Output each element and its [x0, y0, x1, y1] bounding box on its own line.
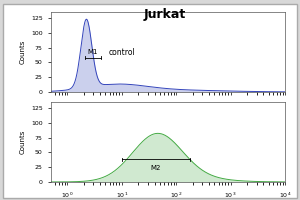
Text: M2: M2: [151, 165, 161, 171]
Text: control: control: [108, 48, 135, 57]
Text: Jurkat: Jurkat: [144, 8, 186, 21]
Text: M1: M1: [88, 49, 98, 55]
Y-axis label: Counts: Counts: [20, 40, 26, 64]
Y-axis label: Counts: Counts: [20, 130, 26, 154]
